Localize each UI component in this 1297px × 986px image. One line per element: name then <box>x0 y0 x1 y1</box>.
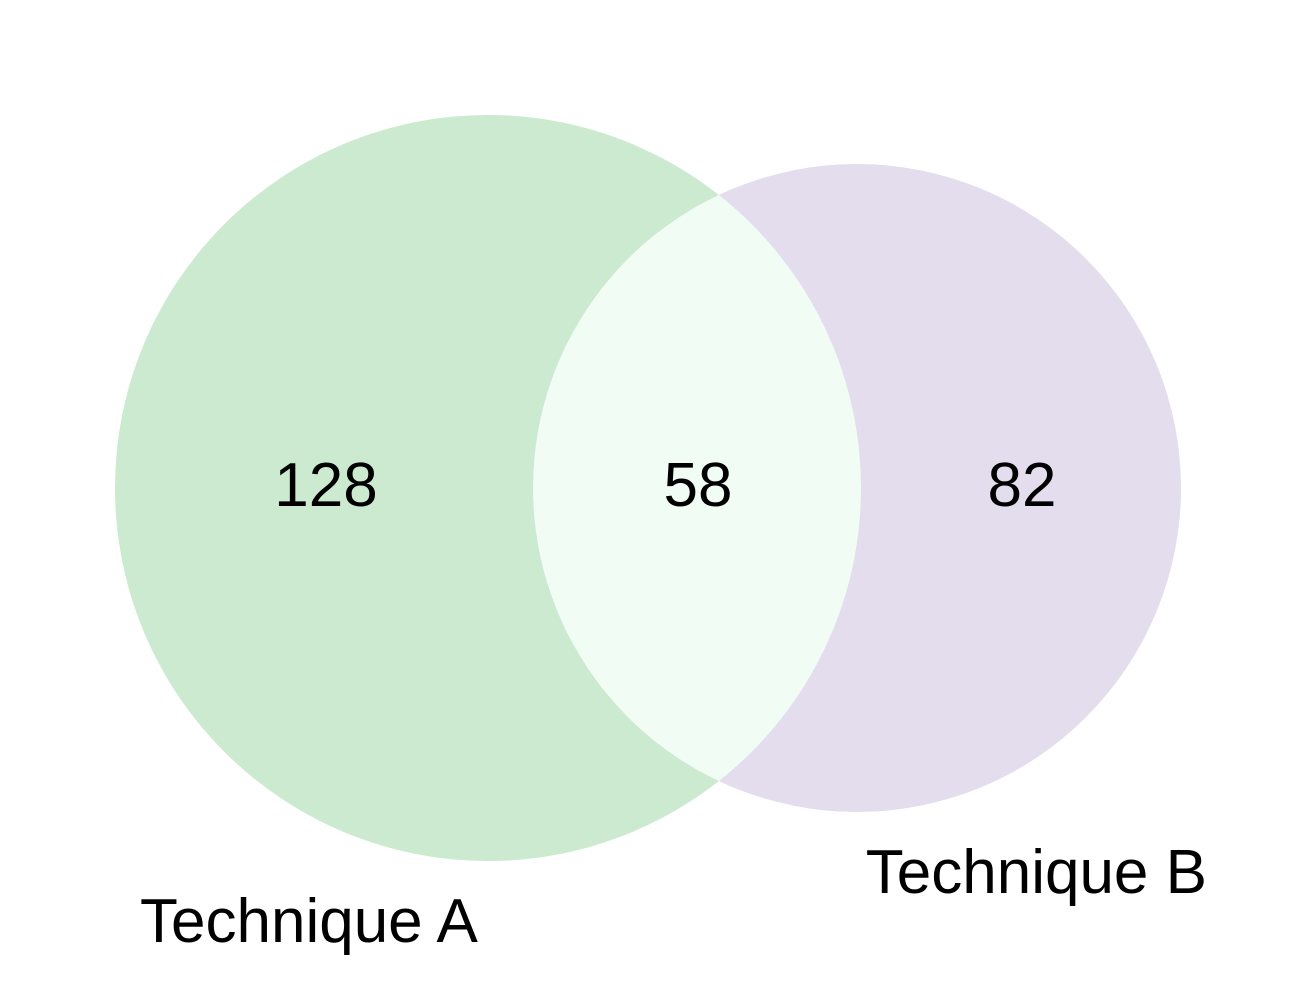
intersection-region <box>533 164 861 812</box>
only-a-count: 128 <box>274 451 377 520</box>
intersection-count: 58 <box>664 451 733 520</box>
set-a-label: Technique A <box>140 887 478 956</box>
set-b-label: Technique B <box>866 838 1207 907</box>
only-b-count: 82 <box>988 451 1057 520</box>
